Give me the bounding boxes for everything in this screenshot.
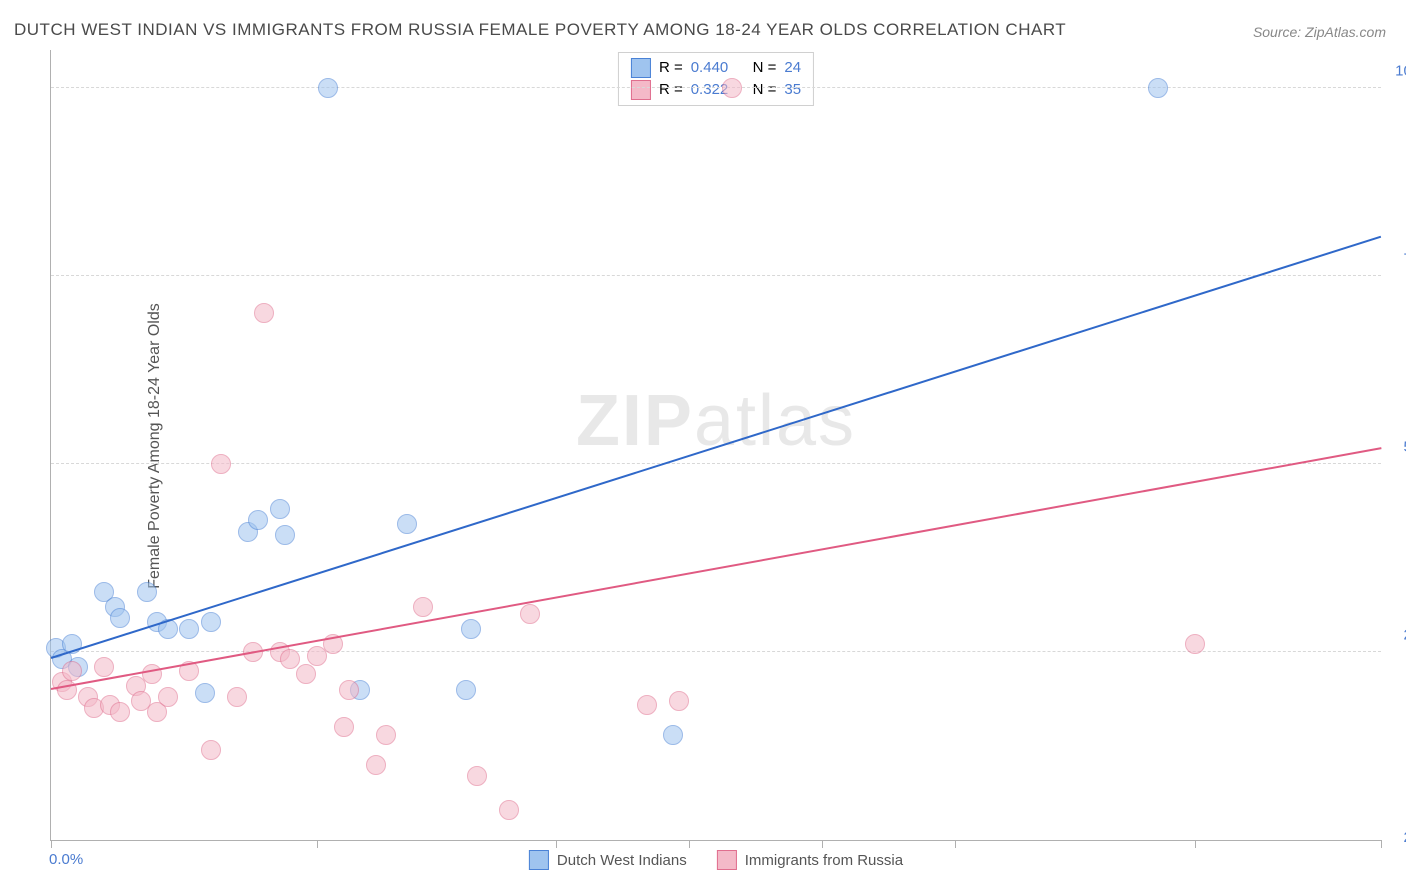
x-tick-label: 0.0% — [49, 851, 83, 868]
source-attribution: Source: ZipAtlas.com — [1253, 24, 1386, 40]
data-point — [663, 725, 683, 745]
legend-r-value: 0.440 — [691, 57, 729, 79]
data-point — [110, 608, 130, 628]
data-point — [1148, 78, 1168, 98]
data-point — [456, 680, 476, 700]
data-point — [254, 303, 274, 323]
data-point — [280, 649, 300, 669]
data-point — [275, 525, 295, 545]
gridline — [51, 463, 1381, 464]
data-point — [201, 740, 221, 760]
y-tick-label: 100.0% — [1395, 62, 1406, 79]
data-point — [339, 680, 359, 700]
legend-n-label: N = — [753, 57, 777, 79]
data-point — [366, 755, 386, 775]
data-point — [94, 657, 114, 677]
x-tick — [689, 840, 690, 848]
x-tick — [1381, 840, 1382, 848]
watermark: ZIPatlas — [576, 380, 856, 462]
x-tick — [51, 840, 52, 848]
x-tick — [317, 840, 318, 848]
legend-swatch — [717, 850, 737, 870]
data-point — [158, 687, 178, 707]
data-point — [637, 695, 657, 715]
legend-series-name: Dutch West Indians — [557, 852, 687, 869]
data-point — [334, 717, 354, 737]
trend-line — [51, 447, 1381, 690]
data-point — [227, 687, 247, 707]
legend-series-name: Immigrants from Russia — [745, 852, 903, 869]
legend-series-item: Immigrants from Russia — [717, 850, 903, 870]
data-point — [201, 612, 221, 632]
trend-line — [51, 236, 1382, 659]
data-point — [520, 604, 540, 624]
data-point — [397, 514, 417, 534]
plot-area: ZIPatlas R = 0.440 N = 24R = 0.322 N = 3… — [50, 50, 1381, 841]
data-point — [499, 800, 519, 820]
data-point — [179, 619, 199, 639]
data-point — [211, 454, 231, 474]
legend-r-label: R = — [659, 79, 683, 101]
data-point — [137, 582, 157, 602]
legend-n-value: 24 — [784, 57, 801, 79]
data-point — [1185, 634, 1205, 654]
gridline — [51, 87, 1381, 88]
legend-stat-row: R = 0.440 N = 24 — [631, 57, 801, 79]
x-tick — [556, 840, 557, 848]
data-point — [318, 78, 338, 98]
legend-r-label: R = — [659, 57, 683, 79]
data-point — [62, 661, 82, 681]
legend-stats: R = 0.440 N = 24R = 0.322 N = 35 — [618, 52, 814, 106]
data-point — [467, 766, 487, 786]
x-tick — [822, 840, 823, 848]
legend-n-label: N = — [753, 79, 777, 101]
legend-swatch — [529, 850, 549, 870]
legend-swatch — [631, 80, 651, 100]
data-point — [376, 725, 396, 745]
legend-series-item: Dutch West Indians — [529, 850, 687, 870]
data-point — [110, 702, 130, 722]
legend-stat-row: R = 0.322 N = 35 — [631, 79, 801, 101]
data-point — [722, 78, 742, 98]
data-point — [669, 691, 689, 711]
data-point — [270, 499, 290, 519]
legend-n-value: 35 — [784, 79, 801, 101]
gridline — [51, 275, 1381, 276]
x-tick — [1195, 840, 1196, 848]
data-point — [413, 597, 433, 617]
legend-series: Dutch West Indians Immigrants from Russia — [529, 850, 903, 870]
data-point — [248, 510, 268, 530]
data-point — [461, 619, 481, 639]
data-point — [57, 680, 77, 700]
legend-swatch — [631, 58, 651, 78]
data-point — [296, 664, 316, 684]
data-point — [195, 683, 215, 703]
chart-title: DUTCH WEST INDIAN VS IMMIGRANTS FROM RUS… — [14, 20, 1066, 40]
x-tick — [955, 840, 956, 848]
